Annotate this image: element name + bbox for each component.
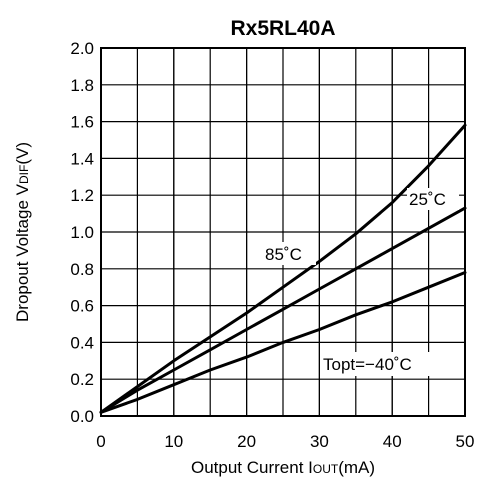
x-tick-label: 20 <box>237 432 256 451</box>
y-tick-label: 0.6 <box>70 297 94 316</box>
series-line-1 <box>99 206 467 414</box>
y-tick-label: 0.0 <box>70 407 94 426</box>
y-tick-label: 1.4 <box>70 149 94 168</box>
y-tick-label: 0.8 <box>70 260 94 279</box>
y-tick-labels: 0.0 0.2 0.4 0.6 0.8 1.0 1.2 1.4 1.6 1.8 2.0 <box>70 39 94 426</box>
x-tick-label: 40 <box>383 432 402 451</box>
y-tick-label: 1.0 <box>70 223 94 242</box>
x-tick-label: 30 <box>310 432 329 451</box>
series-line-2 <box>99 271 467 414</box>
y-tick-label: 2.0 <box>70 39 94 58</box>
y-axis-label: Dropout Voltage VDIF(V) <box>13 142 32 322</box>
y-tick-label: 1.6 <box>70 113 94 132</box>
series-label-bg-minus40 <box>321 352 452 376</box>
x-tick-label: 10 <box>164 432 183 451</box>
x-axis-label-main: Output Current I <box>191 458 313 477</box>
y-axis-label-main: Dropout Voltage V <box>13 183 32 322</box>
y-axis-label-unit: (V) <box>13 142 32 165</box>
series-group <box>99 123 467 414</box>
series-label-minus40: Topt=−40˚C <box>323 355 412 374</box>
series-label-bg-25 <box>407 188 459 210</box>
series-label-85: 85˚C <box>265 245 302 264</box>
x-tick-label: 0 <box>96 432 105 451</box>
chart-title: Rx5RL40A <box>230 17 335 40</box>
x-axis-label: Output Current IOUT(mA) <box>191 458 375 477</box>
series-label-bg-85 <box>262 242 316 265</box>
x-tick-labels: 0 10 20 30 40 50 <box>96 432 474 451</box>
x-axis-label-sub: OUT <box>313 462 339 476</box>
y-tick-label: 1.2 <box>70 186 94 205</box>
y-axis-label-sub: DIF <box>17 165 31 184</box>
series-line-0 <box>99 123 467 414</box>
x-tick-label: 50 <box>456 432 475 451</box>
x-axis-label-unit: (mA) <box>338 458 375 477</box>
plot-frame <box>100 47 466 417</box>
y-tick-label: 0.4 <box>70 333 94 352</box>
y-tick-label: 1.8 <box>70 76 94 95</box>
series-label-25: 25˚C <box>409 190 446 209</box>
y-tick-label: 0.2 <box>70 370 94 389</box>
